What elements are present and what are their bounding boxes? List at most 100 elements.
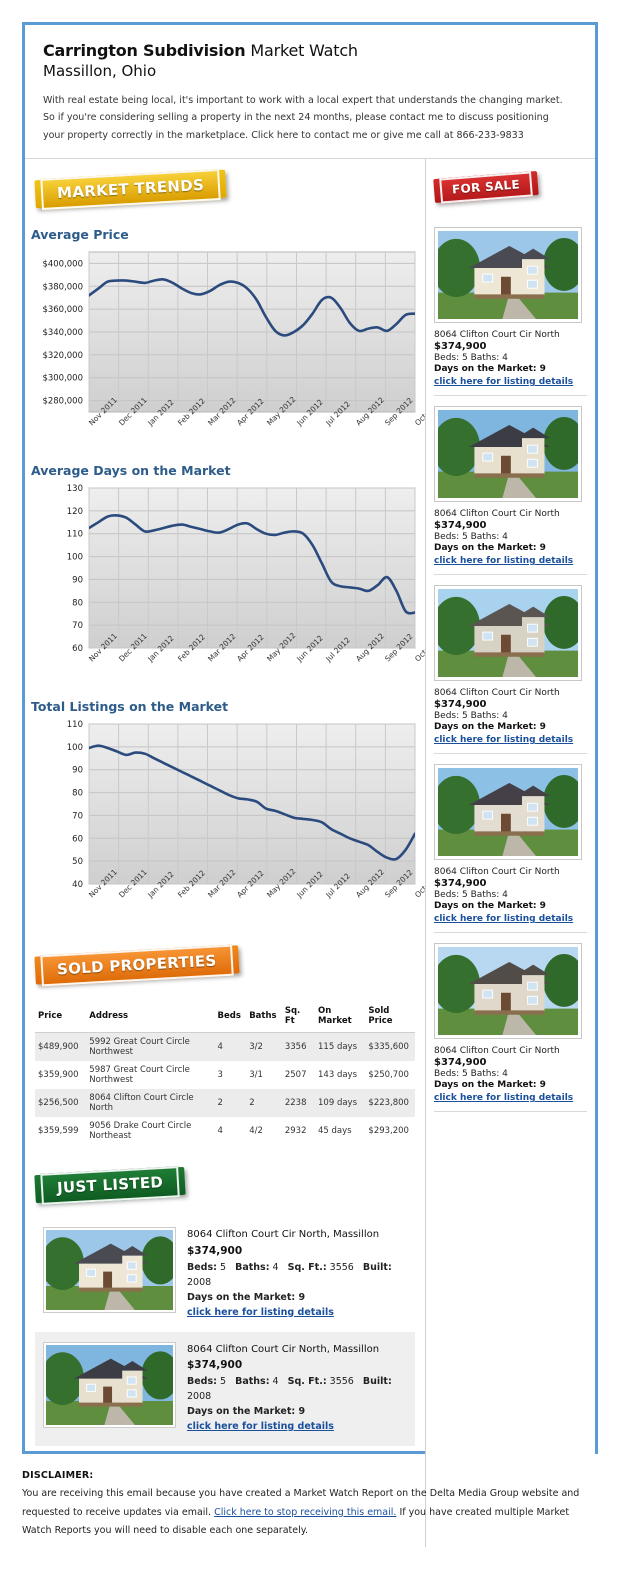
cell-sold-price: $335,600 xyxy=(368,1042,409,1053)
chart-title: Average Days on the Market xyxy=(31,463,231,479)
x-axis: Nov 2011 Dec 2011 Jan 2012 Feb 2012 Mar 2012… xyxy=(31,867,444,929)
property-photo[interactable] xyxy=(434,585,582,682)
just-listed-list: 8064 Clifton Court Cir North, Massillon … xyxy=(25,1217,425,1446)
for-sale-sidebar: FOR SALE 8064 Clifton Court Cir North $3… xyxy=(425,159,595,1548)
page-title: Carrington Subdivision Market Watch xyxy=(43,41,577,61)
property-beds-baths: Beds: 5 Baths: 4 xyxy=(434,532,508,543)
property-days-on-market: Days on the Market: 9 xyxy=(187,1291,306,1303)
cell-sqft: 2238 xyxy=(284,1098,307,1109)
cell-sqft: 3356 xyxy=(284,1042,307,1053)
property-photo[interactable] xyxy=(43,1341,176,1428)
svg-text:60: 60 xyxy=(72,834,83,844)
property-beds-baths: Beds: 5 Baths: 4 xyxy=(434,711,508,722)
svg-text:90: 90 xyxy=(72,766,83,776)
property-price: $374,900 xyxy=(434,520,487,532)
property-days-on-market: Days on the Market: 9 xyxy=(434,364,546,375)
listing-details-link[interactable]: click here for listing details xyxy=(434,556,574,567)
property-price: $374,900 xyxy=(187,1244,243,1257)
chart-plot: 130 120 110 100 90 80 70 60 xyxy=(31,484,419,654)
just-listed-badge-label: JUST LISTED xyxy=(40,1166,180,1206)
market-trends-header: MARKET TRENDS xyxy=(34,169,425,221)
cell-beds: 4 xyxy=(217,1126,223,1137)
for-sale-item: 8064 Clifton Court Cir North $374,900 Be… xyxy=(434,933,587,1113)
cell-on-market: 109 days xyxy=(318,1098,358,1109)
property-price: $374,900 xyxy=(434,878,487,890)
cell-price: $256,500 xyxy=(38,1098,79,1109)
for-sale-list: 8064 Clifton Court Cir North $374,900 Be… xyxy=(426,217,595,1113)
unsubscribe-link[interactable]: Click here to stop receiving this email. xyxy=(214,1506,397,1518)
property-beds-baths: Beds: 5 Baths: 4 xyxy=(434,1069,508,1080)
sold-properties-header: SOLD PROPERTIES xyxy=(34,944,425,997)
report-type: Market Watch xyxy=(245,41,358,60)
svg-text:$360,000: $360,000 xyxy=(42,305,83,315)
property-days-on-market: Days on the Market: 9 xyxy=(187,1405,306,1417)
cell-address: 5992 Great Court Circle Northwest xyxy=(89,1037,190,1058)
chart-title: Total Listings on the Market xyxy=(31,699,229,715)
cell-on-market: 45 days xyxy=(318,1126,352,1137)
section-divider xyxy=(35,214,415,216)
cell-baths: 3/2 xyxy=(249,1042,263,1053)
cell-price: $359,599 xyxy=(38,1126,79,1137)
for-sale-header: FOR SALE xyxy=(433,171,595,217)
sold-properties-table: Price Address Beds Baths Sq. Ft On Market Sold… xyxy=(35,1001,415,1145)
cell-beds: 3 xyxy=(217,1070,223,1081)
property-photo[interactable] xyxy=(43,1227,176,1314)
svg-text:130: 130 xyxy=(67,484,83,494)
listing-details-link[interactable]: click here for listing details xyxy=(434,377,574,388)
cell-sqft: 2507 xyxy=(284,1070,307,1081)
property-address: 8064 Clifton Court Cir North xyxy=(434,867,560,878)
listing-details-link[interactable]: click here for listing details xyxy=(434,735,574,746)
cell-baths: 2 xyxy=(249,1098,255,1109)
disclaimer: DISCLAIMER: You are receiving this email… xyxy=(22,1470,598,1541)
svg-text:$340,000: $340,000 xyxy=(42,328,83,338)
market-trends-badge-label: MARKET TRENDS xyxy=(40,169,221,211)
just-listed-badge: JUST LISTED xyxy=(34,1166,186,1206)
just-listed-header: JUST LISTED xyxy=(34,1166,425,1217)
property-photo[interactable] xyxy=(434,227,582,324)
property-photo[interactable] xyxy=(434,764,582,861)
property-photo[interactable] xyxy=(434,406,582,503)
property-info: 8064 Clifton Court Cir North, Massillon … xyxy=(187,1227,407,1319)
x-axis: Nov 2011 Dec 2011 Jan 2012 Feb 2012 Mar 2012… xyxy=(31,631,444,693)
listing-details-link[interactable]: click here for listing details xyxy=(187,1420,334,1432)
section-divider xyxy=(35,1210,415,1212)
column-header: Price xyxy=(35,1001,87,1034)
property-address: 8064 Clifton Court Cir North, Massillon xyxy=(187,1343,380,1355)
chart-plot: 110 100 90 80 70 60 50 40 xyxy=(31,720,419,890)
chart-title: Average Price xyxy=(31,227,129,243)
column-header: Address xyxy=(86,1001,215,1034)
chart-3: Total Listings on the Market 110 100 90 80 7… xyxy=(31,699,444,929)
column-header: Beds xyxy=(214,1001,247,1034)
body: MARKET TRENDS Average Price $400,000 $380… xyxy=(25,159,595,1548)
property-beds-baths: Beds: 5 Baths: 4 xyxy=(434,353,508,364)
sold-properties-badge: SOLD PROPERTIES xyxy=(34,944,240,987)
svg-text:$400,000: $400,000 xyxy=(42,260,83,270)
cell-sqft: 2932 xyxy=(284,1126,307,1137)
property-photo[interactable] xyxy=(434,943,582,1040)
property-days-on-market: Days on the Market: 9 xyxy=(434,722,546,733)
section-divider xyxy=(434,210,585,212)
intro-line-3: your property correctly in the marketpla… xyxy=(43,129,524,141)
disclaimer-body: You are receiving this email because you… xyxy=(22,1485,598,1541)
svg-text:80: 80 xyxy=(72,598,83,608)
cell-beds: 2 xyxy=(217,1098,223,1109)
market-trends-badge: MARKET TRENDS xyxy=(34,169,227,211)
subdivision-name: Carrington Subdivision xyxy=(43,41,246,60)
chart-2: Average Days on the Market 130 120 110 100 9… xyxy=(31,463,444,693)
table-header-row: Price Address Beds Baths Sq. Ft On Market Sold… xyxy=(35,1001,415,1034)
property-price: $374,900 xyxy=(434,1057,487,1069)
property-price: $374,900 xyxy=(434,341,487,353)
for-sale-badge: FOR SALE xyxy=(433,171,539,204)
table-row: $359,900 5987 Great Court Circle Northwe… xyxy=(35,1061,415,1089)
listing-details-link[interactable]: click here for listing details xyxy=(187,1306,334,1318)
svg-text:70: 70 xyxy=(72,621,83,631)
listing-details-link[interactable]: click here for listing details xyxy=(434,914,574,925)
cell-sold-price: $223,800 xyxy=(368,1098,409,1109)
svg-text:40: 40 xyxy=(72,880,83,890)
table-row: $359,599 9056 Drake Court Circle Northea… xyxy=(35,1117,415,1145)
cell-address: 9056 Drake Court Circle Northeast xyxy=(89,1121,192,1142)
for-sale-item: 8064 Clifton Court Cir North $374,900 Be… xyxy=(434,396,587,576)
listing-details-link[interactable]: click here for listing details xyxy=(434,1093,574,1104)
svg-text:110: 110 xyxy=(67,530,83,540)
property-days-on-market: Days on the Market: 9 xyxy=(434,543,546,554)
